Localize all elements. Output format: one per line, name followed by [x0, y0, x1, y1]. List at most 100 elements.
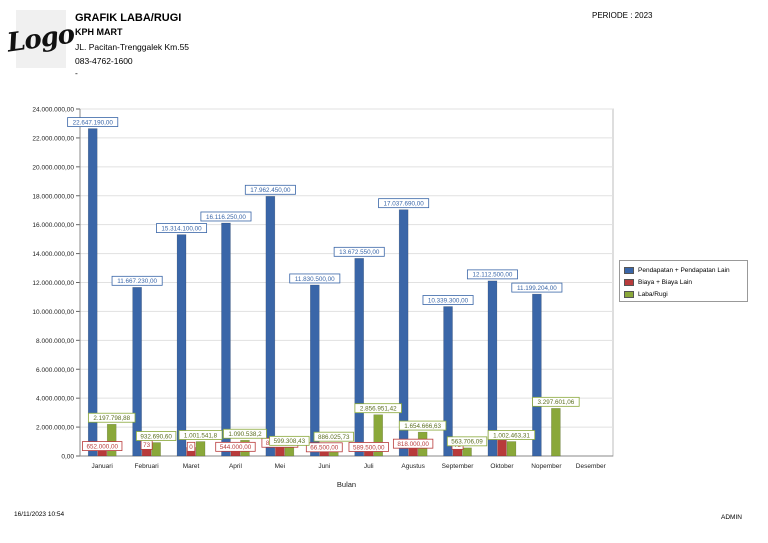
x-tick-label: Agustus [401, 463, 425, 470]
legend-item-pendapatan: Pendapatan + Pendapatan Lain [624, 264, 743, 276]
x-axis-title: Bulan [337, 480, 356, 489]
data-label-laba: 1.001.541,8 [184, 432, 218, 439]
y-tick-label: 6.000.000,00 [36, 367, 74, 374]
data-label-box-biaya [215, 441, 256, 452]
bar-pendapatan [265, 196, 276, 457]
data-label-box-pendapatan [289, 273, 341, 284]
data-label-biaya: 73 [143, 442, 151, 449]
data-label-biaya: 66.500,00 [310, 445, 339, 452]
printed-date: 16/11/2023 10:54 [14, 511, 65, 518]
data-label-pendapatan: 11.667.230,00 [117, 278, 157, 285]
data-label-biaya: 589.500,00 [353, 444, 385, 451]
report-title: GRAFIK LABA/RUGI [75, 12, 182, 24]
data-label-pendapatan: 11.199.204,00 [517, 285, 557, 292]
data-label-laba: 599.308,43 [274, 438, 306, 445]
bar-pendapatan [87, 128, 98, 457]
bar-pendapatan [487, 280, 498, 457]
data-label-box-pendapatan [511, 282, 563, 293]
bar-pendapatan [532, 293, 542, 457]
bar-laba [373, 414, 383, 457]
y-tick-label: 16.000.000,00 [32, 222, 74, 229]
data-label-box-biaya [305, 442, 343, 453]
y-tick-label: 10.000.000,00 [32, 309, 74, 316]
data-label-laba: 1.090.538,2 [228, 431, 262, 438]
bar-laba [284, 447, 295, 457]
bar-pendapatan [132, 287, 142, 457]
bar-laba [151, 442, 161, 457]
x-tick-label: April [229, 463, 243, 470]
data-label-laba: 563.706,09 [451, 439, 483, 446]
data-label-biaya: 652.000,00 [86, 443, 118, 450]
data-label-pendapatan: 15.314.100,00 [161, 225, 202, 232]
data-label-box-laba [532, 396, 580, 407]
x-tick-label: Maret [183, 463, 200, 470]
company-extra: - [75, 68, 78, 78]
bar-pendapatan [398, 209, 409, 457]
data-label-laba: 1.002.463,31 [493, 432, 530, 439]
bar-biaya [497, 439, 507, 457]
bar-pendapatan [176, 234, 187, 457]
x-tick-label: Mei [275, 463, 285, 470]
data-label-box-laba [88, 412, 136, 423]
data-label-laba: 932.690,60 [140, 433, 172, 440]
data-label-box-biaya [392, 438, 434, 449]
data-label-box-pendapatan [156, 223, 208, 233]
legend-swatch-biaya [624, 278, 634, 286]
period-label: PERIODE : 2023 [592, 11, 653, 20]
legend-label-biaya: Biaya + Biaya Lain [638, 278, 693, 286]
x-tick-label: Juni [318, 463, 330, 470]
data-label-biaya: 544.000,00 [220, 444, 252, 451]
legend-swatch-pendapatan [624, 266, 634, 274]
data-label-box-pendapatan [244, 184, 296, 195]
data-label-box-pendapatan [200, 211, 252, 222]
data-label-box-laba [487, 430, 536, 440]
data-label-box-pendapatan [111, 275, 163, 286]
legend-swatch-laba [624, 290, 634, 298]
data-label-pendapatan: 17.962.450,00 [250, 187, 291, 194]
chart-legend: Pendapatan + Pendapatan Lain Biaya + Bia… [619, 260, 748, 302]
data-label-box-laba [446, 436, 488, 447]
company-phone: 083-4762-1600 [75, 56, 133, 66]
y-tick-label: 4.000.000,00 [36, 396, 74, 403]
data-label-box-biaya [82, 441, 123, 451]
data-label-pendapatan: 17.037.690,00 [383, 200, 424, 207]
x-tick-label: Januari [92, 463, 113, 470]
data-label-pendapatan: 10.339.300,00 [428, 297, 469, 304]
company-logo: Logo [6, 10, 76, 68]
bar-pendapatan [310, 284, 320, 457]
x-tick-label: Nopember [531, 463, 562, 470]
data-label-biaya: 818.000,00 [397, 441, 429, 448]
bar-pendapatan [354, 258, 364, 457]
x-tick-label: Februari [135, 463, 159, 470]
x-tick-label: Desember [576, 463, 607, 470]
data-label-laba: 1.654.666,63 [404, 423, 441, 430]
x-tick-label: Oktober [490, 463, 514, 470]
data-label-box-pendapatan [422, 295, 474, 305]
company-address: JL. Pacitan-Trenggalek Km.55 [75, 42, 190, 52]
y-tick-label: 2.000.000,00 [36, 425, 74, 432]
bar-laba [462, 447, 472, 457]
data-label-box-laba [398, 420, 447, 431]
bar-laba [551, 408, 561, 457]
data-label-laba: 2.856.951,42 [360, 405, 397, 412]
bar-laba [106, 423, 117, 457]
data-label-laba: 3.297.601,06 [537, 399, 574, 406]
data-label-pendapatan: 16.116.250,00 [206, 214, 246, 221]
data-label-box-biaya [348, 442, 389, 452]
data-label-box-laba [313, 431, 354, 442]
y-tick-label: 14.000.000,00 [32, 251, 74, 258]
y-tick-label: 18.000.000,00 [32, 193, 74, 200]
data-label-box-laba [269, 435, 310, 446]
data-label-pendapatan: 22.647.190,00 [73, 119, 114, 126]
data-label-box-pendapatan [333, 246, 385, 257]
x-tick-label: September [442, 463, 475, 470]
y-tick-label: 8.000.000,00 [36, 338, 74, 345]
printed-by-user: ADMIN [721, 514, 742, 521]
y-tick-label: 12.000.000,00 [32, 280, 74, 287]
x-tick-label: Juli [364, 463, 374, 470]
y-tick-label: 22.000.000,00 [32, 135, 74, 142]
data-label-pendapatan: 11.830.500,00 [295, 276, 335, 283]
bar-pendapatan [443, 306, 453, 457]
data-label-pendapatan: 13.672.550,00 [339, 249, 380, 256]
data-label-laba: 886.025,73 [318, 434, 350, 441]
